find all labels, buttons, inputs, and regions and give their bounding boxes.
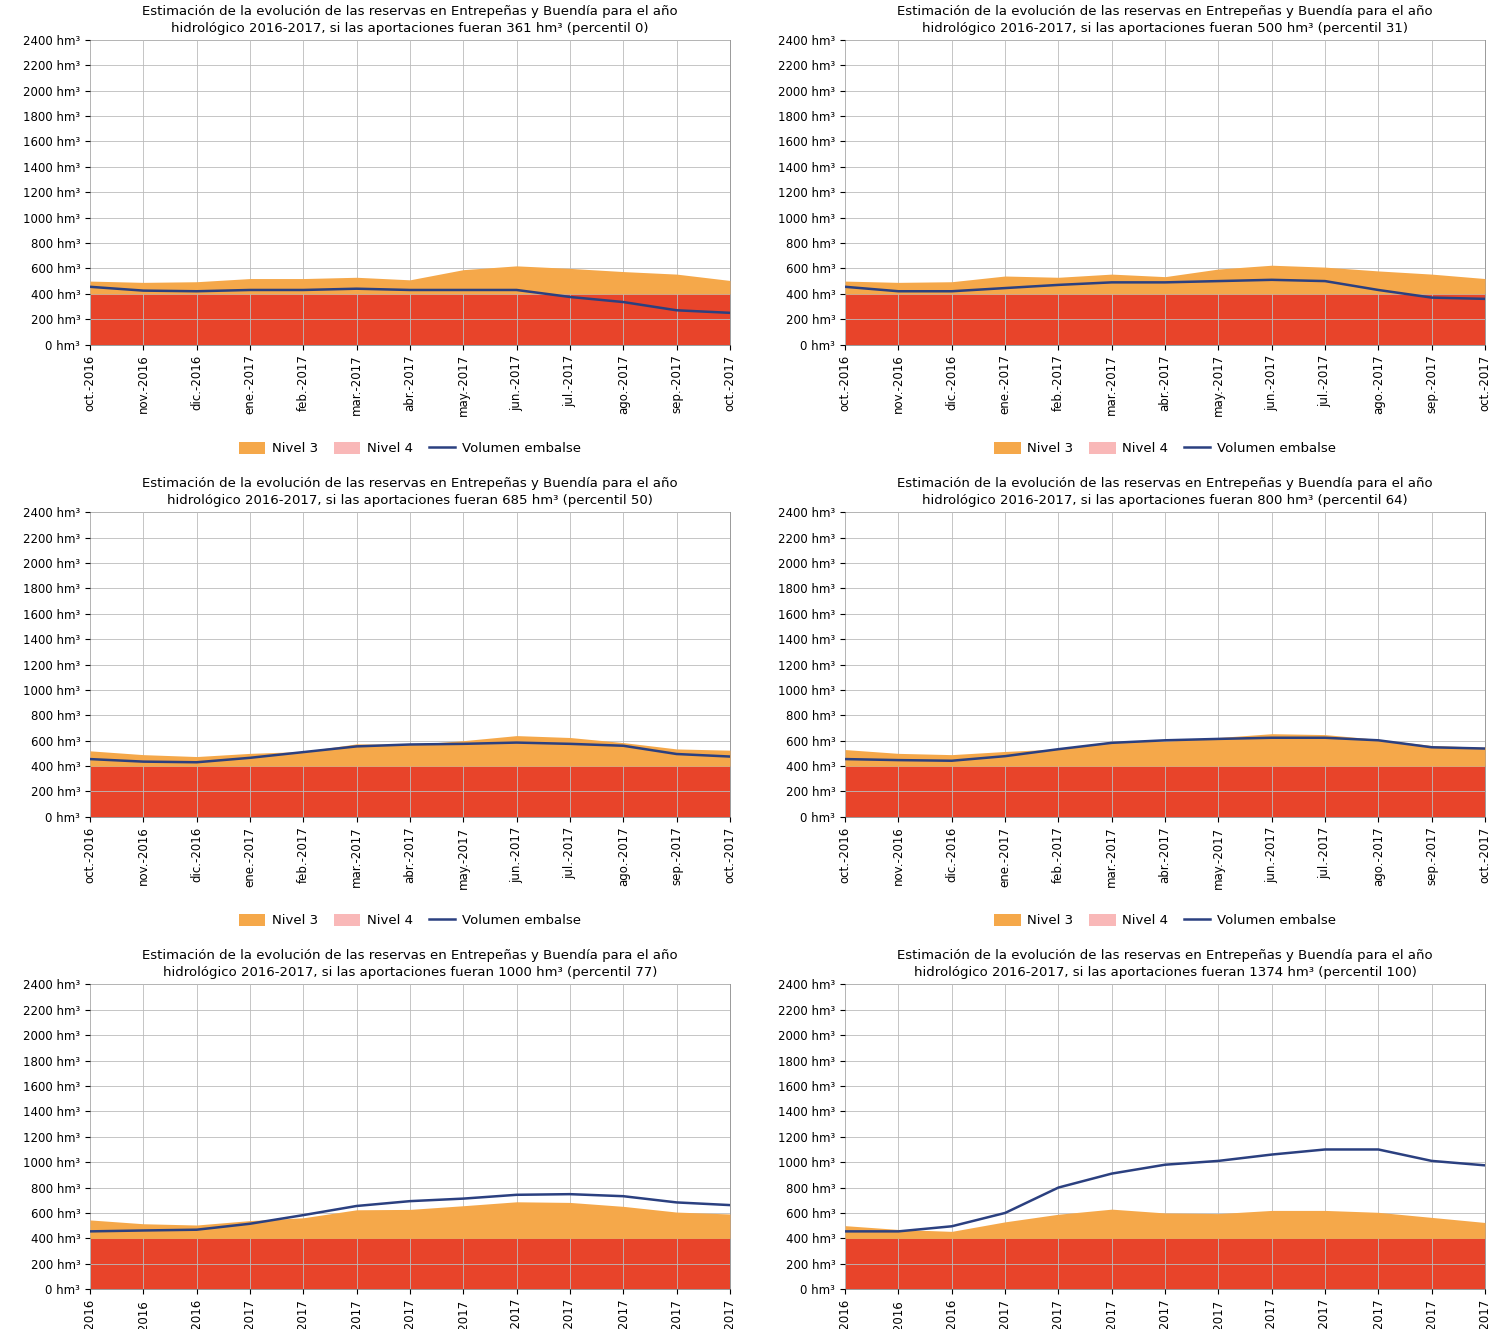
Legend: Nivel 3, Nivel 4, Volumen embalse: Nivel 3, Nivel 4, Volumen embalse [234,436,586,460]
Legend: Nivel 3, Nivel 4, Volumen embalse: Nivel 3, Nivel 4, Volumen embalse [234,909,586,933]
Title: Estimación de la evolución de las reservas en Entrepeñas y Buendía para el año
h: Estimación de la evolución de las reserv… [897,949,1432,979]
Title: Estimación de la evolución de las reservas en Entrepeñas y Buendía para el año
h: Estimación de la evolución de las reserv… [142,949,678,979]
Title: Estimación de la evolución de las reservas en Entrepeñas y Buendía para el año
h: Estimación de la evolución de las reserv… [897,477,1432,506]
Title: Estimación de la evolución de las reservas en Entrepeñas y Buendía para el año
h: Estimación de la evolución de las reserv… [897,4,1432,35]
Legend: Nivel 3, Nivel 4, Volumen embalse: Nivel 3, Nivel 4, Volumen embalse [988,436,1341,460]
Legend: Nivel 3, Nivel 4, Volumen embalse: Nivel 3, Nivel 4, Volumen embalse [988,909,1341,933]
Title: Estimación de la evolución de las reservas en Entrepeñas y Buendía para el año
h: Estimación de la evolución de las reserv… [142,477,678,506]
Title: Estimación de la evolución de las reservas en Entrepeñas y Buendía para el año
h: Estimación de la evolución de las reserv… [142,4,678,35]
